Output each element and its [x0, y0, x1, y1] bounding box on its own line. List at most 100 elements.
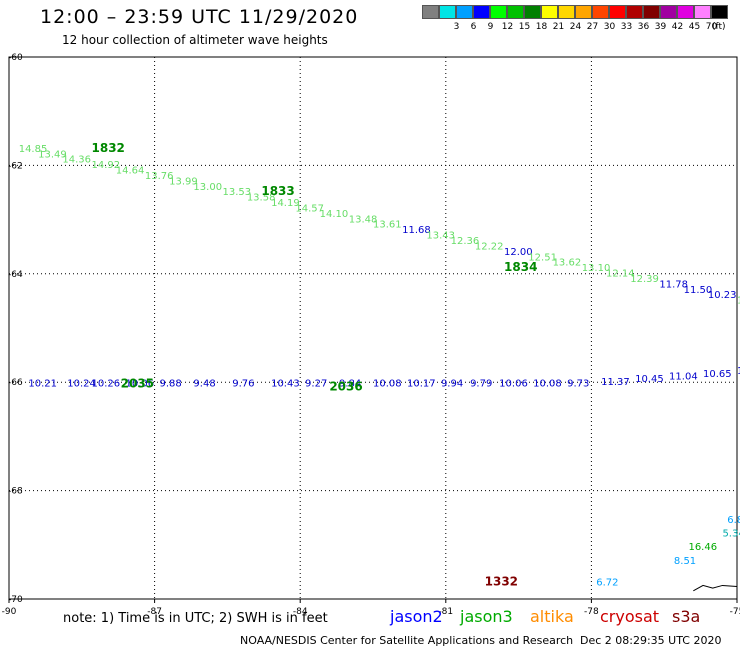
legend-swatch	[473, 5, 490, 19]
swh-value: 6.72	[596, 577, 618, 588]
legend-swatch	[422, 5, 439, 19]
map-title: 12:00 – 23:59 UTC 11/29/2020	[40, 6, 359, 28]
swh-value: 10.45	[635, 374, 664, 385]
footer-note: note: 1) Time is in UTC; 2) SWH is in fe…	[63, 611, 328, 626]
legend-swatch	[456, 5, 473, 19]
legend-swatch	[439, 5, 456, 19]
swh-value: 8.51	[674, 556, 696, 567]
legend-label: 21	[552, 22, 565, 32]
satellite-label-jason2: jason2	[390, 607, 443, 626]
swh-value: 9.76	[232, 379, 254, 390]
credit-text: NOAA/NESDIS Center for Satellite Applica…	[240, 634, 574, 647]
satellite-label-cryosat: cryosat	[600, 607, 660, 626]
swh-value: 12.14	[606, 269, 635, 280]
legend-label: 18	[535, 22, 548, 32]
pass-time-label: 2035	[121, 377, 154, 391]
pass-time-label: 1834	[504, 260, 537, 274]
swh-value: 14.19	[271, 198, 300, 209]
legend-swatch	[711, 5, 728, 19]
swh-value: 10.23	[708, 290, 737, 301]
legend-label: 24	[569, 22, 582, 32]
swh-value: 10.17	[407, 379, 436, 390]
legend-label: 33	[620, 22, 633, 32]
swh-value: 5.34	[722, 529, 740, 540]
legend-swatch	[575, 5, 592, 19]
swh-value: 11.37	[601, 377, 630, 388]
lat-tick-label: -70	[8, 595, 23, 605]
legend-unit: (ft)	[712, 22, 726, 32]
swh-value: 11.83	[737, 366, 740, 377]
swh-value: 11.68	[402, 225, 431, 236]
satellite-label-s3a: s3a	[672, 607, 701, 626]
swh-value: 14.64	[116, 166, 145, 177]
swh-value: 9.73	[567, 379, 589, 390]
legend-label: 39	[654, 22, 667, 32]
lat-tick-label: -62	[8, 161, 23, 171]
swh-value: 13.58	[247, 193, 276, 204]
swh-value: 13.43	[426, 231, 455, 242]
legend-label: 42	[671, 22, 684, 32]
swh-value: 13.53	[223, 187, 252, 198]
swh-value: 12.22	[475, 241, 504, 252]
swh-value: 9.88	[159, 379, 181, 390]
lon-tick-label: -75	[730, 607, 740, 617]
legend-swatch	[677, 5, 694, 19]
pass-time-label: 1832	[92, 141, 125, 155]
swh-value: 11.78	[659, 279, 688, 290]
pass-time-label: 1332	[485, 574, 518, 588]
swh-value: 13.49	[38, 149, 67, 160]
legend-swatch	[626, 5, 643, 19]
lon-tick-label: -78	[584, 607, 599, 617]
lat-tick-label: -64	[8, 270, 23, 280]
legend-label: 30	[603, 22, 616, 32]
swh-value: 12.00	[504, 247, 533, 258]
swh-value: 13.48	[349, 214, 378, 225]
legend-swatch	[507, 5, 524, 19]
satellite-label-altika: altika	[530, 607, 574, 626]
swh-value: 9.84	[339, 379, 361, 390]
legend-swatch	[694, 5, 711, 19]
legend-label: 70	[705, 22, 718, 32]
swh-value: 10.08	[373, 379, 402, 390]
map-subtitle: 12 hour collection of altimeter wave hei…	[62, 33, 328, 47]
legend-swatch	[490, 5, 507, 19]
lon-tick-label: -90	[2, 607, 17, 617]
swh-value: 14.85	[19, 144, 48, 155]
swh-value: 16.46	[688, 542, 717, 553]
legend-swatch	[660, 5, 677, 19]
legend-label: 12	[501, 22, 514, 32]
swh-value: 11.04	[669, 371, 698, 382]
pass-time-label: 1833	[261, 184, 294, 198]
swh-value: 12.36	[451, 236, 480, 247]
lon-tick-label: -87	[147, 607, 162, 617]
legend-label: 36	[637, 22, 650, 32]
legend-label: 9	[487, 22, 494, 32]
legend-swatch	[609, 5, 626, 19]
swh-value: 14.92	[92, 160, 121, 171]
legend-label: 6	[470, 22, 477, 32]
legend-swatch	[592, 5, 609, 19]
swh-value: 13.76	[145, 171, 174, 182]
swh-value: 10.43	[271, 379, 300, 390]
swh-value: 13.99	[169, 176, 198, 187]
swh-value: 9.27	[305, 379, 327, 390]
swh-value: 13.62	[553, 258, 582, 269]
swh-value: 13.00	[193, 182, 222, 193]
legend-label: 3	[453, 22, 460, 32]
legend-swatch	[541, 5, 558, 19]
swh-value: 9.79	[470, 379, 492, 390]
swh-value: 11.50	[684, 285, 713, 296]
swh-value: 10.24	[67, 379, 96, 390]
legend-swatch	[558, 5, 575, 19]
swh-value: 10.06	[125, 379, 154, 390]
lat-tick-label: -66	[8, 378, 23, 388]
swh-value: 12.51	[528, 252, 557, 263]
swh-value: 10.65	[703, 369, 732, 380]
lat-tick-label: -68	[8, 487, 23, 497]
swh-value: 10.26	[92, 379, 121, 390]
swh-value: 9.48	[193, 379, 215, 390]
pass-time-label: 2036	[329, 379, 362, 393]
legend-label: 45	[688, 22, 701, 32]
swh-value: 14.10	[320, 209, 349, 220]
